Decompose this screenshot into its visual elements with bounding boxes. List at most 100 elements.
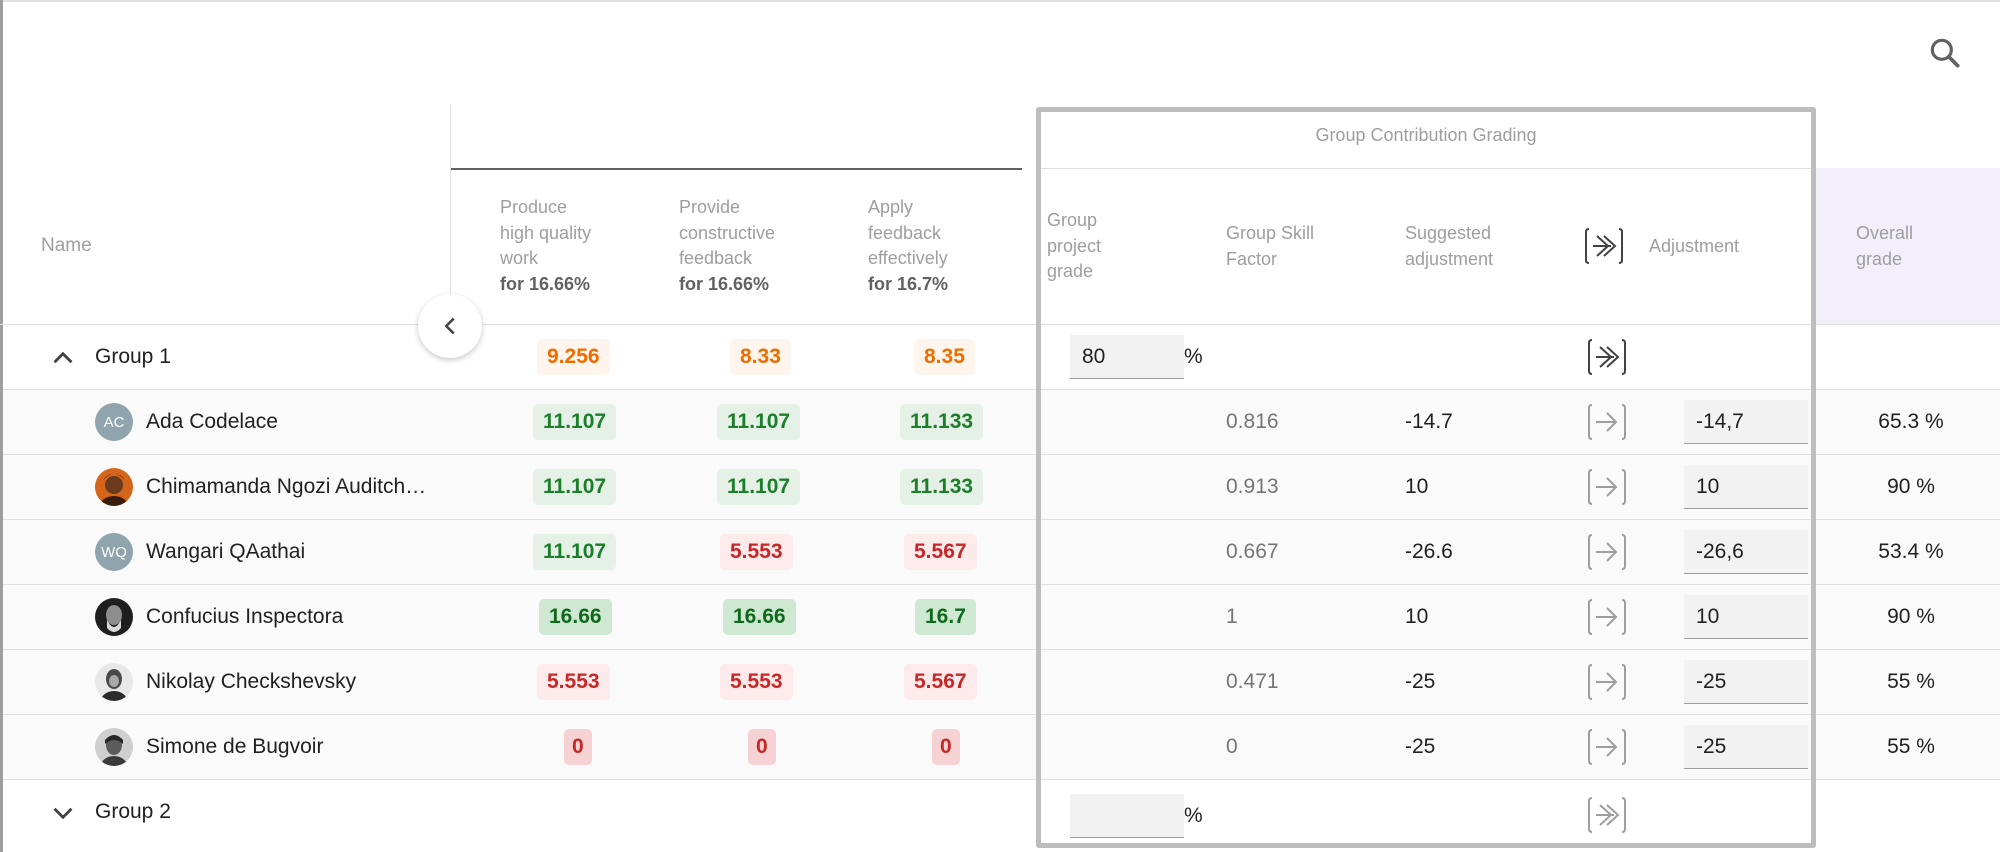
double-arrow-right-icon [1588, 339, 1626, 375]
member-name[interactable]: Ada Codelace [146, 410, 278, 433]
member-score-1: 11.107 [533, 469, 617, 505]
member-score-3: 16.7 [915, 599, 976, 635]
group-2-project-grade-input[interactable] [1070, 794, 1184, 838]
group-1-apply-all-button[interactable] [1587, 338, 1627, 376]
overall-grade-value: 55 % [1887, 735, 1935, 758]
overall-grade-header[interactable]: Overall grade [1856, 221, 1913, 272]
apply-suggestion-button[interactable] [1587, 468, 1627, 506]
member-row: WQ Wangari QAathai 11.107 5.553 5.567 0.… [3, 520, 2000, 585]
criterion-2-weight: for 16.66% [679, 273, 770, 294]
group-skill-factor-value: 1 [1226, 605, 1238, 628]
gpg-header-line2: project [1047, 235, 1102, 256]
group-1-toggle[interactable] [46, 341, 80, 375]
group-1-score-1: 9.256 [537, 339, 610, 375]
header-divider [0, 324, 2000, 325]
apply-suggestion-button[interactable] [1587, 533, 1627, 571]
member-name[interactable]: Wangari QAathai [146, 540, 306, 563]
group-skill-factor-value: 0.816 [1226, 410, 1279, 433]
member-score-2: 16.66 [723, 599, 796, 635]
adjustment-input[interactable] [1684, 725, 1808, 769]
member-score-3: 5.567 [904, 534, 977, 570]
member-name[interactable]: Confucius Inspectora [146, 605, 344, 628]
group-1-score-3: 8.35 [914, 339, 975, 375]
name-header-label: Name [41, 235, 92, 256]
group-row-1: Group 1 9.256 8.33 8.35 % [3, 325, 2000, 390]
overall-grade-value: 53.4 % [1878, 540, 1944, 563]
avatar [95, 728, 133, 766]
criterion-1-line2: high quality [500, 222, 592, 243]
suggested-adjustment-header: Suggested adjustment [1405, 221, 1493, 272]
criterion-3-line3: effectively [868, 248, 948, 268]
gcg-title-divider [1040, 168, 1812, 169]
suggested-header-line2: adjustment [1405, 248, 1494, 269]
member-name[interactable]: Simone de Bugvoir [146, 735, 324, 758]
adjustment-input[interactable] [1684, 660, 1808, 704]
gpg-header-line1: Group [1047, 210, 1098, 230]
suggested-header-line1: Suggested [1405, 223, 1492, 243]
apply-all-header-button[interactable] [1584, 227, 1624, 265]
double-arrow-right-icon [1585, 228, 1623, 264]
adjustment-input[interactable] [1684, 530, 1808, 574]
adjustment-input[interactable] [1684, 595, 1808, 639]
overall-grade-value: 65.3 % [1878, 410, 1944, 433]
member-score-2: 0 [748, 729, 776, 765]
group-skill-factor-value: 0.667 [1226, 540, 1279, 563]
member-row: AC Ada Codelace 11.107 11.107 11.133 0.8… [3, 390, 2000, 455]
group-2-apply-all-button[interactable] [1587, 796, 1627, 834]
arrow-right-icon [1588, 404, 1626, 440]
chevron-up-icon [53, 351, 73, 364]
adjustment-input[interactable] [1684, 400, 1808, 444]
group-contribution-grading-title: Group Contribution Grading [1315, 125, 1537, 145]
overall-header-line2: grade [1856, 248, 1903, 269]
apply-suggestion-button[interactable] [1587, 728, 1627, 766]
criterion-3-weight: for 16.7% [868, 273, 949, 294]
group-1-label: Group 1 [95, 345, 171, 368]
criterion-header-2[interactable]: Provide constructive feedback for 16.66% [679, 195, 775, 297]
name-column-header[interactable]: Name [0, 105, 451, 325]
suggested-adjustment-value: -25 [1405, 735, 1436, 758]
member-score-1: 16.66 [539, 599, 612, 635]
gpg-header-line3: grade [1047, 261, 1094, 281]
group-1-project-grade-input[interactable] [1070, 335, 1184, 379]
search-button[interactable] [1926, 34, 1964, 72]
group-project-grade-header: Group project grade [1047, 208, 1101, 285]
apply-suggestion-button[interactable] [1587, 403, 1627, 441]
member-score-2: 11.107 [717, 469, 801, 505]
double-arrow-right-icon [1588, 797, 1626, 833]
group-1-score-2: 8.33 [730, 339, 791, 375]
criterion-header-1[interactable]: Produce high quality work for 16.66% [500, 195, 591, 297]
member-name[interactable]: Chimamanda Ngozi Auditch… [146, 475, 427, 498]
group-1-percent-sign: % [1184, 345, 1203, 368]
member-score-3: 11.133 [900, 469, 984, 505]
suggested-adjustment-value: 10 [1405, 605, 1429, 628]
member-row: Nikolay Checkshevsky 5.553 5.553 5.567 0… [3, 650, 2000, 715]
arrow-right-icon [1588, 534, 1626, 570]
group-skill-factor-header: Group Skill Factor [1226, 221, 1314, 272]
overall-grade-value: 55 % [1887, 670, 1935, 693]
suggested-adjustment-value: -25 [1405, 670, 1436, 693]
apply-suggestion-button[interactable] [1587, 598, 1627, 636]
member-score-2: 5.553 [720, 534, 793, 570]
group-2-toggle[interactable] [46, 796, 80, 830]
adjustment-input[interactable] [1684, 465, 1808, 509]
collapse-criteria-button[interactable] [418, 294, 482, 358]
member-score-2: 11.107 [717, 404, 801, 440]
criterion-2-line2: constructive [679, 222, 776, 243]
avatar [95, 598, 133, 636]
group-row-2: Group 2 % [3, 780, 2000, 852]
member-score-3: 5.567 [904, 664, 977, 700]
member-name[interactable]: Nikolay Checkshevsky [146, 670, 357, 693]
criterion-header-3[interactable]: Apply feedback effectively for 16.7% [868, 195, 948, 297]
member-score-3: 0 [932, 729, 960, 765]
avatar: AC [95, 403, 133, 441]
suggested-adjustment-value: 10 [1405, 475, 1429, 498]
suggested-adjustment-value: -14.7 [1405, 410, 1453, 433]
member-row: Simone de Bugvoir 0 0 0 0 -25 55 % [3, 715, 2000, 780]
criterion-1-line1: Produce [500, 197, 568, 217]
member-row: Confucius Inspectora 16.66 16.66 16.7 1 … [3, 585, 2000, 650]
member-score-1: 0 [564, 729, 592, 765]
group-2-percent-sign: % [1184, 804, 1203, 827]
arrow-right-icon [1588, 729, 1626, 765]
overall-grade-value: 90 % [1887, 605, 1935, 628]
apply-suggestion-button[interactable] [1587, 663, 1627, 701]
